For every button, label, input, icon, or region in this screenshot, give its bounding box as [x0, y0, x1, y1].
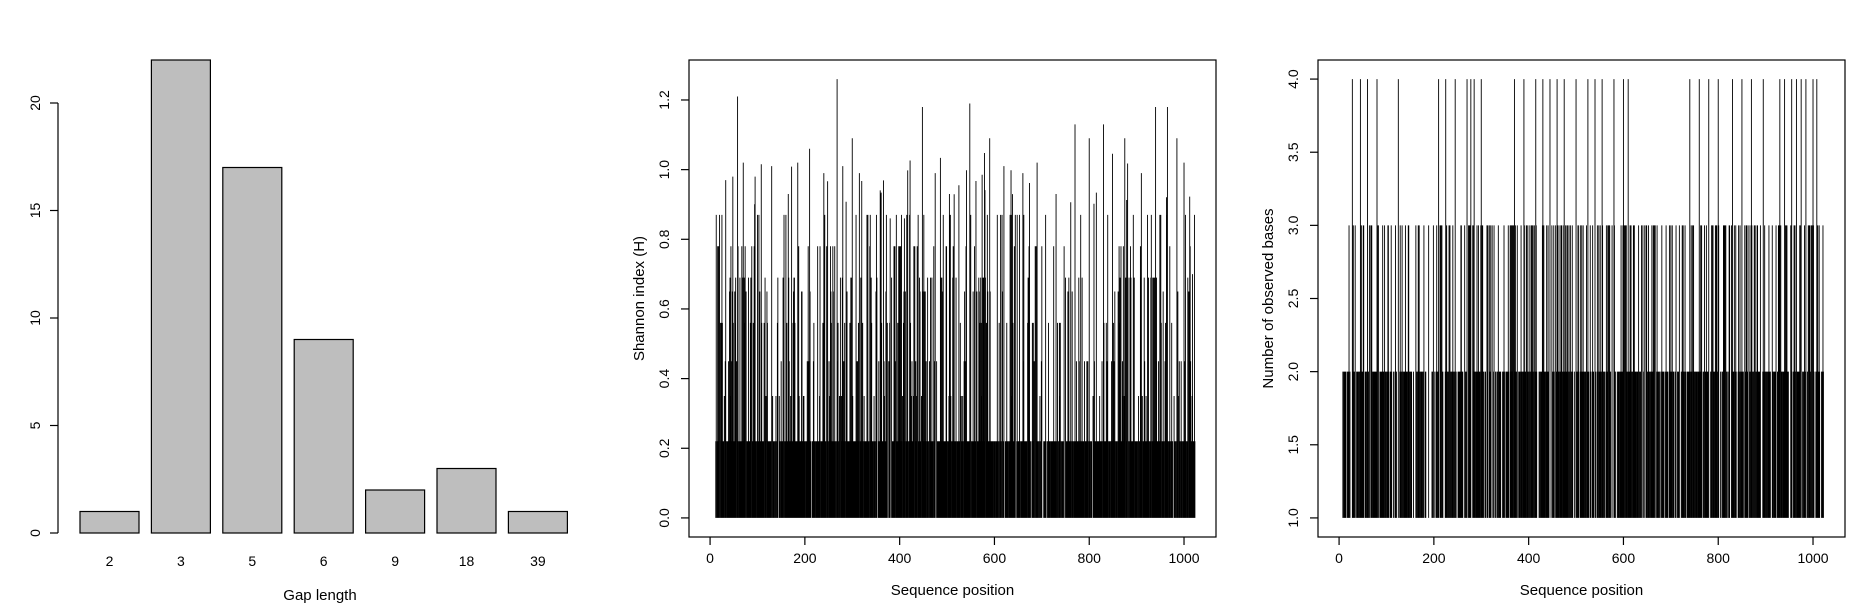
y-tick-label-0.0: 0.0 [656, 508, 672, 528]
x-tick-label-2: 2 [106, 553, 114, 569]
x-tick-label-600: 600 [1612, 550, 1636, 566]
data-spikes [1342, 79, 1824, 518]
x-tick-label-0: 0 [706, 550, 714, 566]
data-spikes [715, 79, 1196, 518]
observed-bases-plot: 0 200 400 600 800 1000 1.0 1.5 2.0 2.5 3.0 3.5 4.0 Se… [1260, 59, 1846, 599]
bar-9 [365, 489, 426, 534]
gap-length-bar-chart: 2 3 5 6 9 18 39 0 5 10 15 20 Gap length [27, 59, 568, 604]
y-tick-label-0.8: 0.8 [656, 229, 672, 249]
shannon-index-plot: 0 200 400 600 800 1000 0.0 0.2 0.4 0.6 0.8 1.0 1.2 Se… [631, 59, 1217, 599]
x-tick-label-200: 200 [1422, 550, 1446, 566]
x-tick-label-5: 5 [248, 553, 256, 569]
x-tick-label-1000: 1000 [1797, 550, 1828, 566]
x-tick-label-1000: 1000 [1168, 550, 1199, 566]
x-tick-label-6: 6 [320, 553, 328, 569]
bar-39 [507, 510, 568, 534]
bar-3 [150, 59, 211, 534]
y-tick-label-0.2: 0.2 [656, 438, 672, 458]
x-axis-label: Sequence position [891, 582, 1014, 599]
y-tick-label-20: 20 [27, 95, 43, 111]
x-axis-label: Sequence position [1520, 582, 1643, 599]
y-tick-label-0: 0 [27, 529, 43, 537]
x-tick-label-400: 400 [888, 550, 912, 566]
x-tick-label-3: 3 [177, 553, 185, 569]
x-tick-label-39: 39 [530, 553, 546, 569]
y-tick-label-0.6: 0.6 [656, 299, 672, 319]
bar-5 [222, 166, 283, 534]
y-tick-label-3.5: 3.5 [1285, 142, 1301, 162]
y-axis-label: Shannon index (H) [631, 236, 648, 361]
y-tick-label-15: 15 [27, 203, 43, 219]
y-tick-label-1.0: 1.0 [1285, 508, 1301, 528]
x-tick-label-200: 200 [793, 550, 817, 566]
y-tick-label-4.0: 4.0 [1285, 69, 1301, 89]
x-tick-label-400: 400 [1517, 550, 1541, 566]
bar-2 [79, 510, 140, 534]
y-tick-label-5: 5 [27, 421, 43, 429]
x-tick-label-0: 0 [1335, 550, 1343, 566]
x-axis-label: Gap length [283, 587, 356, 604]
y-axis-label: Number of observed bases [1260, 208, 1277, 388]
x-tick-label-800: 800 [1707, 550, 1731, 566]
y-tick-label-1.2: 1.2 [656, 90, 672, 110]
y-tick-label-0.4: 0.4 [656, 369, 672, 389]
y-tick-label-1.5: 1.5 [1285, 435, 1301, 455]
x-tick-label-800: 800 [1078, 550, 1102, 566]
x-tick-label-18: 18 [459, 553, 475, 569]
y-tick-label-1.0: 1.0 [656, 160, 672, 180]
x-tick-label-9: 9 [391, 553, 399, 569]
y-tick-label-2.5: 2.5 [1285, 289, 1301, 309]
plot-frame [688, 59, 1217, 538]
y-tick-label-3.0: 3.0 [1285, 215, 1301, 235]
y-tick-label-2.0: 2.0 [1285, 362, 1301, 382]
y-tick-label-10: 10 [27, 310, 43, 326]
bar-6 [293, 338, 354, 534]
x-tick-label-600: 600 [983, 550, 1007, 566]
bar-18 [436, 467, 497, 534]
